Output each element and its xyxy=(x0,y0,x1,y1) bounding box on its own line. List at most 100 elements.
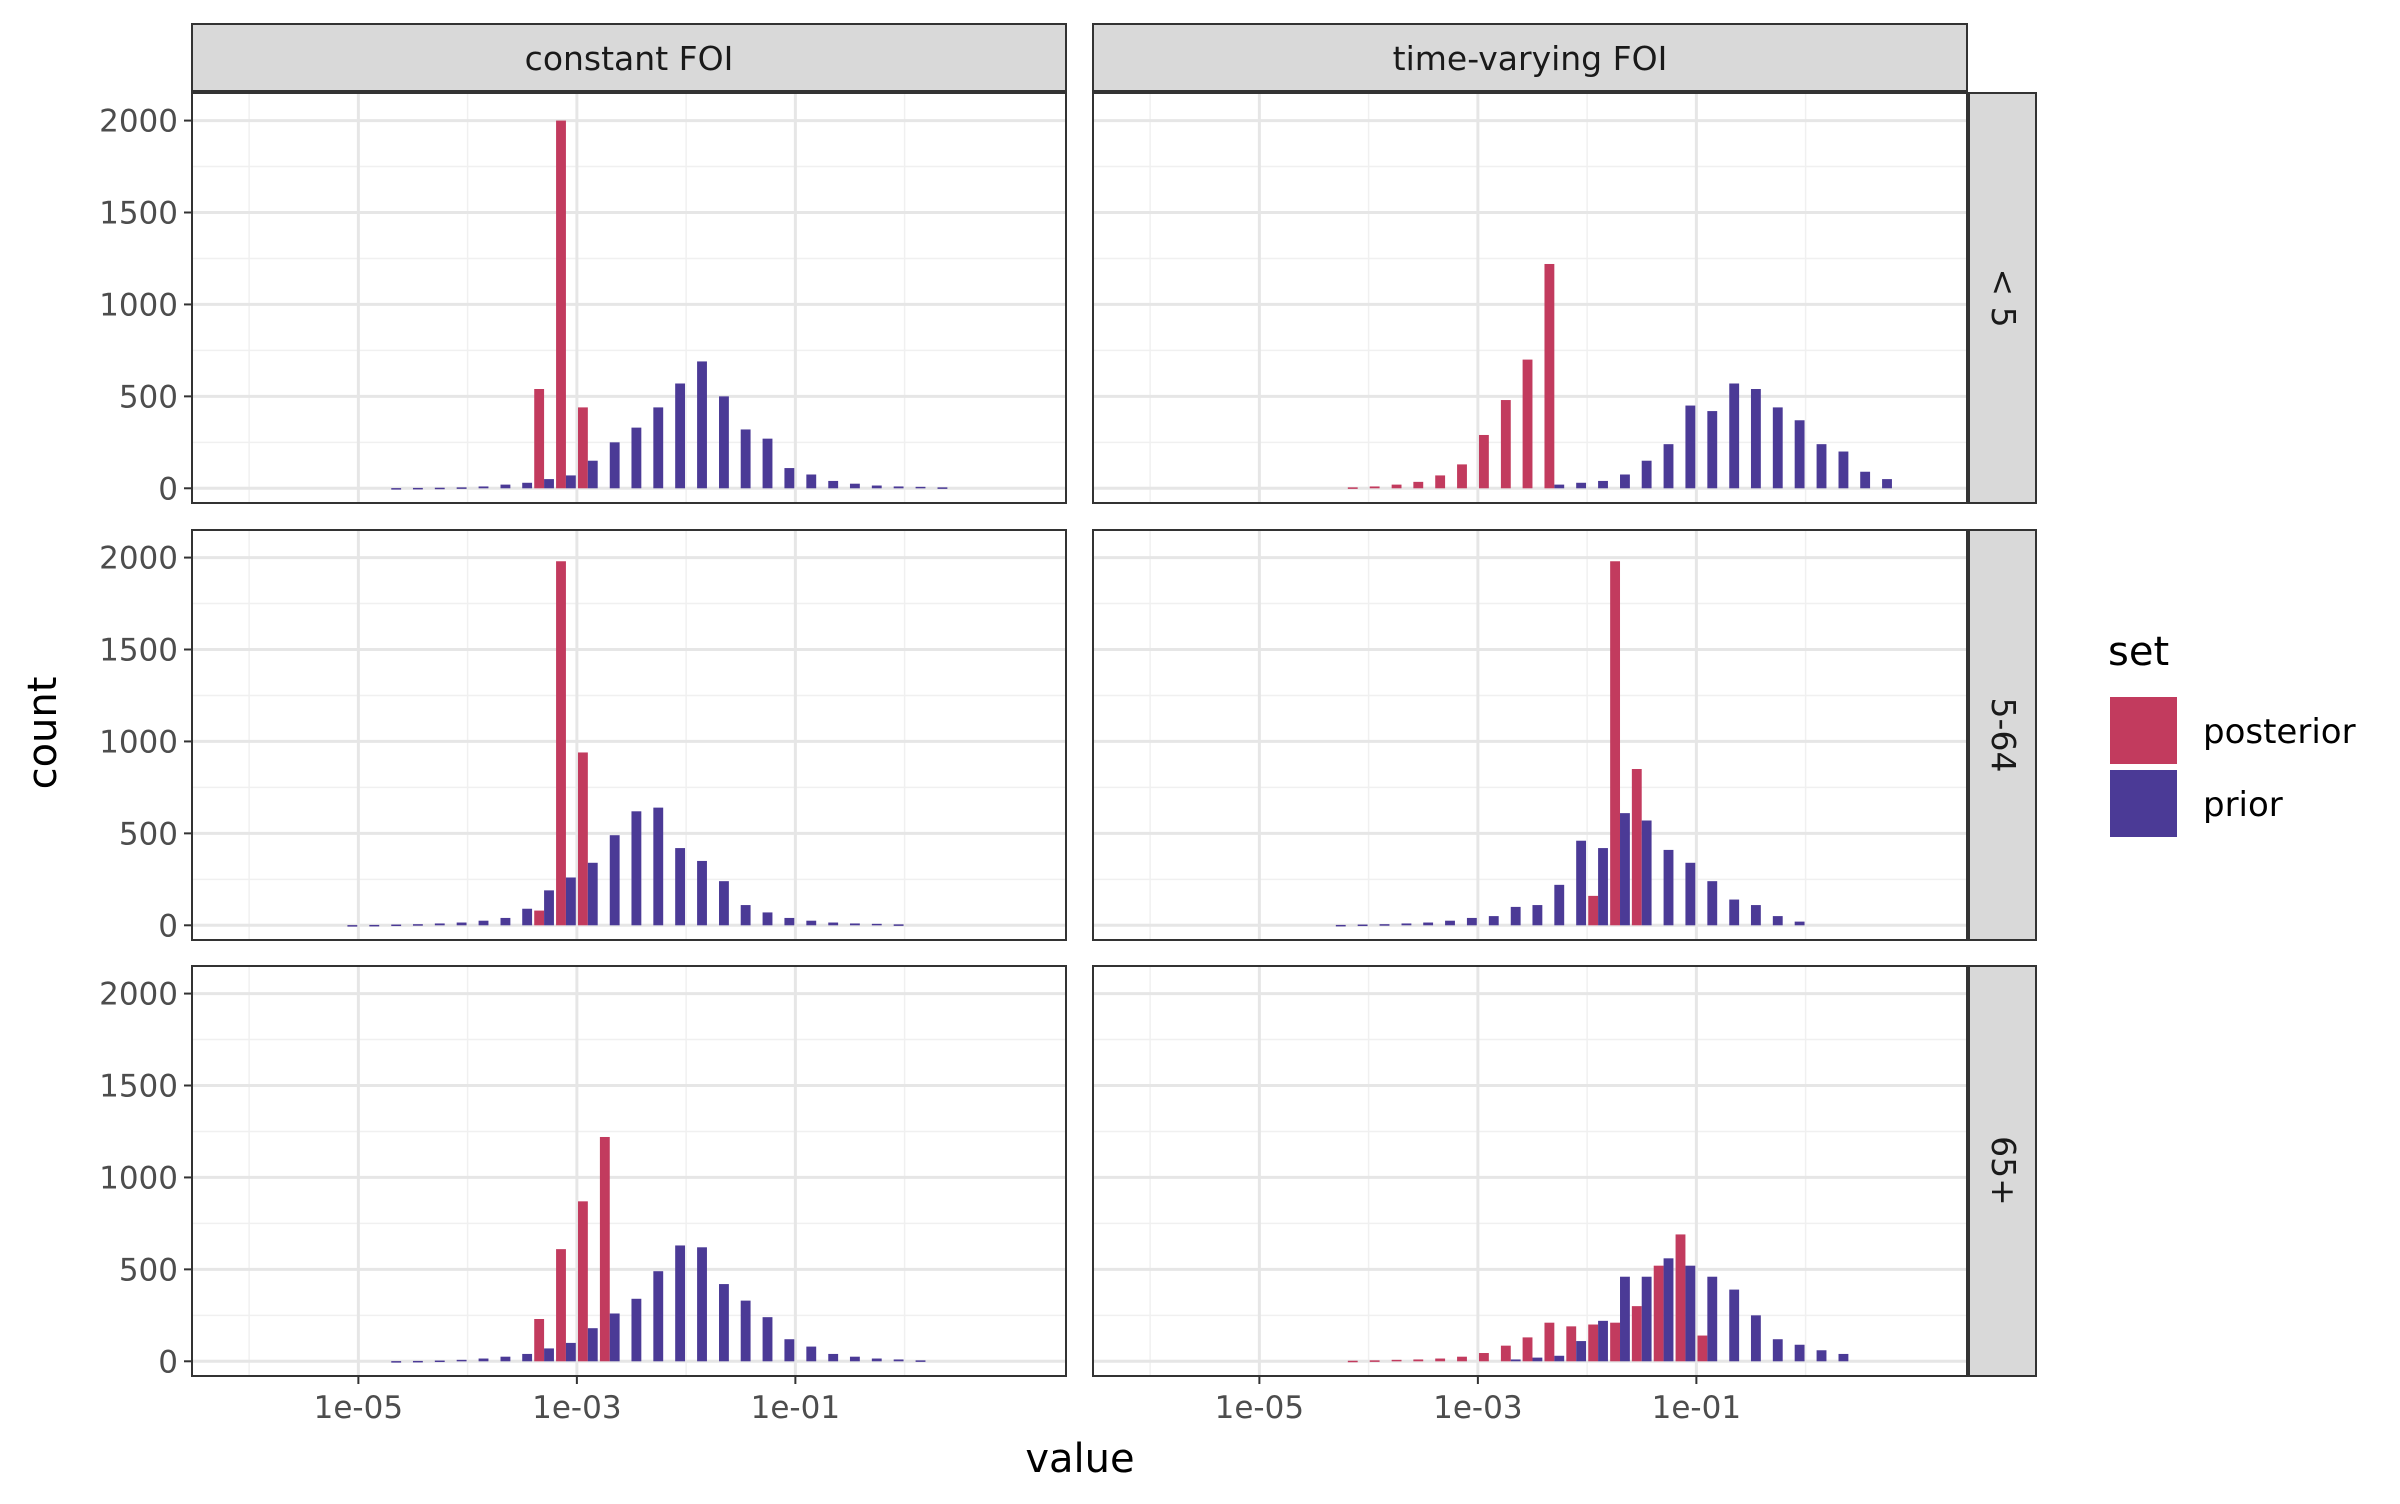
bar-prior xyxy=(653,1271,664,1362)
bar-prior xyxy=(915,486,926,489)
bar-prior xyxy=(893,924,904,926)
bar-prior xyxy=(1729,899,1740,926)
bar-prior xyxy=(828,480,839,489)
bar-prior xyxy=(1750,905,1761,926)
bar-posterior xyxy=(1697,1335,1708,1362)
bar-prior xyxy=(434,923,445,926)
bar-prior xyxy=(784,1339,795,1362)
bar-posterior xyxy=(556,1249,566,1362)
bar-posterior xyxy=(1631,769,1642,926)
facet-label-col-0: constant FOI xyxy=(525,39,734,78)
facet-strip-col-0 xyxy=(191,23,1067,92)
y-tick-label: 2000 xyxy=(99,977,178,1013)
bar-posterior xyxy=(1435,1358,1446,1362)
bar-prior xyxy=(500,484,511,489)
panel-1 xyxy=(1092,92,1968,504)
bar-prior xyxy=(609,835,620,926)
bar-prior xyxy=(697,1247,707,1362)
bar-posterior xyxy=(1413,481,1424,489)
bar-prior xyxy=(1620,474,1630,489)
bar-prior xyxy=(522,1353,533,1362)
bar-prior xyxy=(391,924,402,927)
legend-label-prior: prior xyxy=(2203,785,2283,825)
bar-posterior xyxy=(1522,1337,1533,1362)
bar-prior xyxy=(1641,820,1652,926)
bar-prior xyxy=(1860,471,1871,489)
facet-label-col-1: time-varying FOI xyxy=(1393,39,1668,78)
bar-prior xyxy=(1620,1276,1630,1362)
bar-posterior xyxy=(1675,1234,1686,1362)
bar-prior xyxy=(609,1313,620,1362)
bar-prior xyxy=(1729,383,1740,489)
y-tick-label: 0 xyxy=(158,1344,178,1380)
bar-prior xyxy=(806,920,817,926)
bar-prior xyxy=(434,487,445,490)
bar-prior xyxy=(1620,813,1630,926)
bar-prior xyxy=(1598,1320,1608,1362)
panel-border xyxy=(1092,92,1968,504)
bar-prior xyxy=(1510,1359,1521,1362)
legend-title: set xyxy=(2108,629,2169,675)
bar-prior xyxy=(1685,862,1696,926)
bar-posterior xyxy=(1347,487,1358,489)
y-tick-label: 500 xyxy=(119,379,178,415)
bar-posterior xyxy=(556,120,566,489)
bar-posterior xyxy=(1610,1322,1621,1362)
bar-posterior xyxy=(534,389,545,489)
bar-prior xyxy=(762,438,773,489)
bar-prior xyxy=(1641,1276,1652,1362)
bar-posterior xyxy=(1566,1326,1577,1362)
bar-posterior xyxy=(577,1201,588,1362)
bar-prior xyxy=(1707,411,1718,489)
bar-prior xyxy=(849,1356,860,1362)
panel-5 xyxy=(1092,965,1968,1377)
bar-prior xyxy=(849,923,860,926)
facet-strip-row-1 xyxy=(1968,529,2037,941)
y-axis-label: count xyxy=(20,677,66,790)
x-tick-label: 1e-01 xyxy=(751,1390,840,1426)
bar-posterior xyxy=(1500,1345,1511,1362)
bar-prior xyxy=(544,479,554,489)
legend-swatch-prior xyxy=(2110,770,2177,837)
x-tick-label: 1e-05 xyxy=(1215,1390,1304,1426)
bar-prior xyxy=(1663,444,1674,489)
bar-prior xyxy=(675,1245,686,1362)
bar-posterior xyxy=(1522,359,1533,489)
bar-prior xyxy=(1532,1357,1543,1362)
bar-prior xyxy=(478,1358,489,1362)
bar-prior xyxy=(631,811,642,926)
facet-panels xyxy=(191,92,1968,1377)
bar-prior xyxy=(609,442,620,489)
bar-prior xyxy=(784,468,795,489)
y-tick-label: 1500 xyxy=(99,1069,178,1105)
bar-prior xyxy=(1838,451,1849,489)
facet-label-row-1: 5-64 xyxy=(1984,698,2023,773)
panel-3 xyxy=(1092,529,1968,941)
bar-posterior xyxy=(1588,1324,1599,1362)
facet-label-row-0: < 5 xyxy=(1984,268,2023,327)
bar-posterior xyxy=(1413,1359,1424,1362)
bar-posterior xyxy=(1369,486,1380,489)
bar-prior xyxy=(500,917,511,926)
facet-label-row-2: 65+ xyxy=(1984,1136,2023,1206)
bar-prior xyxy=(740,429,751,489)
bar-prior xyxy=(1794,1344,1805,1362)
bar-prior xyxy=(849,483,860,489)
y-tick-label: 0 xyxy=(158,908,178,944)
bar-prior xyxy=(1554,884,1565,926)
bar-prior xyxy=(1554,484,1565,489)
bar-posterior xyxy=(1391,1359,1402,1362)
bar-prior xyxy=(1794,921,1805,926)
bar-prior xyxy=(762,912,773,926)
bar-posterior xyxy=(534,910,545,926)
bar-prior xyxy=(1445,920,1455,926)
bar-prior xyxy=(1816,444,1827,489)
bar-prior xyxy=(565,877,576,926)
x-tick-label: 1e-01 xyxy=(1652,1390,1741,1426)
panel-2 xyxy=(191,529,1067,941)
bar-prior xyxy=(1707,881,1718,926)
bar-prior xyxy=(369,924,380,927)
x-tick-label: 1e-03 xyxy=(1433,1390,1522,1426)
bar-prior xyxy=(675,848,686,926)
panel-border xyxy=(1092,965,1968,1377)
